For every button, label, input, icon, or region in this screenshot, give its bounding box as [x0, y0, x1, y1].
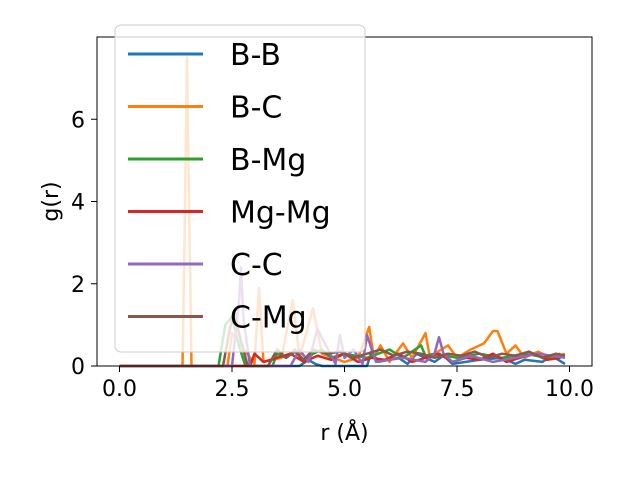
legend: B-B B-C B-Mg Mg-Mg C-C C-Mg	[114, 24, 366, 353]
y-tick-label: 0	[71, 355, 85, 380]
legend-label: C-Mg	[230, 301, 307, 336]
legend-label: B-Mg	[230, 143, 306, 178]
legend-label: B-C	[230, 91, 282, 126]
x-axis: 0.0 2.5 5.0 7.5 10.0	[102, 366, 594, 402]
y-axis: 0 2 4 6	[71, 108, 97, 380]
x-tick-label: 7.5	[440, 377, 475, 402]
x-tick-label: 5.0	[327, 377, 362, 402]
y-tick-label: 6	[71, 108, 85, 133]
legend-label: C-C	[230, 248, 283, 283]
x-tick-label: 2.5	[215, 377, 250, 402]
legend-label: B-B	[230, 38, 281, 73]
y-tick-label: 2	[71, 273, 85, 298]
legend-label: Mg-Mg	[230, 196, 331, 231]
x-axis-title: r (Å)	[320, 419, 368, 446]
x-tick-label: 10.0	[545, 377, 594, 402]
y-tick-label: 4	[71, 191, 85, 216]
x-tick-label: 0.0	[102, 377, 137, 402]
y-axis-title: g(r)	[39, 181, 64, 221]
